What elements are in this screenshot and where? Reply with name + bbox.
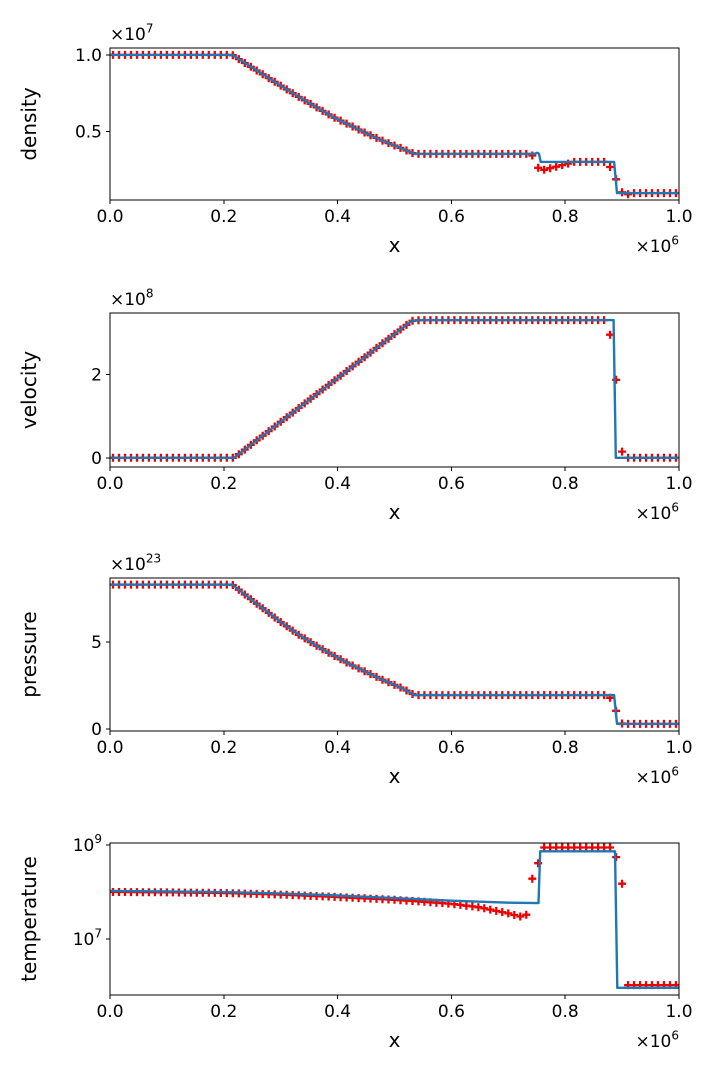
y-offset-label: ×1023 — [110, 551, 161, 575]
y-axis-label: velocity — [17, 351, 41, 429]
x-tick-label: 0.4 — [324, 1002, 351, 1022]
y-tick-label: 1.0 — [75, 46, 102, 66]
y-tick-label: 107 — [73, 926, 102, 950]
y-axis-ticks: 107 109 — [73, 832, 110, 950]
x-axis-label: x — [389, 764, 401, 788]
x-tick-label: 0.6 — [438, 474, 465, 494]
x-tick-label: 0.6 — [438, 1002, 465, 1022]
x-axis-label: x — [389, 500, 401, 524]
x-tick-label: 1.0 — [665, 738, 692, 758]
x-axis-ticks: 0.0 0.2 0.4 0.6 0.8 1.0 — [96, 467, 693, 494]
axes-frame — [109, 842, 680, 996]
x-axis-label: x — [389, 1028, 401, 1052]
x-tick-label: 0.8 — [552, 1002, 579, 1022]
x-tick-label: 0.6 — [438, 738, 465, 758]
x-tick-label: 0.0 — [96, 474, 123, 494]
x-tick-label: 0.8 — [552, 207, 579, 227]
x-offset-label: ×106 — [635, 764, 679, 788]
analytic-solution-line — [110, 53, 679, 195]
x-tick-label: 0.4 — [324, 207, 351, 227]
x-tick-label: 0.8 — [552, 474, 579, 494]
y-axis-label: density — [17, 87, 41, 160]
x-axis-ticks: 0.0 0.2 0.4 0.6 0.8 1.0 — [96, 995, 693, 1022]
x-tick-label: 0.2 — [210, 1002, 237, 1022]
x-tick-label: 0.4 — [324, 474, 351, 494]
temperature-subplot: 0.0 0.2 0.4 0.6 0.8 1.0 107 109 x temperature ×106 — [17, 832, 693, 1052]
y-axis-ticks: 02 — [91, 365, 110, 469]
simulation-data-markers — [110, 50, 679, 199]
y-tick-label: 0 — [91, 449, 102, 469]
x-tick-label: 0.0 — [96, 1002, 123, 1022]
analytic-solution-line — [110, 850, 679, 989]
axes-frame — [109, 577, 680, 732]
x-tick-label: 1.0 — [665, 207, 692, 227]
x-tick-label: 0.0 — [96, 207, 123, 227]
x-tick-label: 0.2 — [210, 474, 237, 494]
simulation-data-markers — [110, 580, 679, 728]
x-tick-label: 0.8 — [552, 738, 579, 758]
axes-frame — [109, 47, 680, 201]
x-axis-ticks: 0.0 0.2 0.4 0.6 0.8 1.0 — [96, 731, 693, 758]
x-tick-label: 0.2 — [210, 738, 237, 758]
simulation-data-markers — [110, 843, 679, 990]
x-offset-label: ×106 — [635, 500, 679, 524]
y-tick-label: 2 — [91, 365, 102, 385]
y-offset-label: ×108 — [110, 286, 154, 310]
x-tick-label: 1.0 — [665, 474, 692, 494]
axes-frame — [109, 312, 680, 468]
y-tick-label: 0.5 — [75, 123, 102, 143]
y-tick-label: 109 — [73, 832, 102, 856]
analytic-solution-line — [110, 318, 679, 459]
x-axis-label: x — [389, 233, 401, 257]
x-tick-label: 0.4 — [324, 738, 351, 758]
x-tick-label: 0.0 — [96, 738, 123, 758]
y-tick-label: 5 — [91, 633, 102, 653]
y-axis-ticks: 05 — [91, 633, 110, 740]
y-tick-label: 0 — [91, 720, 102, 740]
density-subplot: 0.0 0.2 0.4 0.6 0.8 1.0 0.5 1.0 x density ×106 ×107 — [17, 21, 693, 257]
x-offset-label: ×106 — [635, 1028, 679, 1052]
x-tick-label: 1.0 — [665, 1002, 692, 1022]
y-offset-label: ×107 — [110, 21, 154, 45]
analytic-solution-line — [110, 583, 679, 726]
x-axis-ticks: 0.0 0.2 0.4 0.6 0.8 1.0 — [96, 200, 693, 227]
x-tick-label: 0.2 — [210, 207, 237, 227]
simulation-data-markers — [110, 316, 679, 462]
y-axis-label: temperature — [17, 856, 41, 982]
y-axis-ticks: 0.5 1.0 — [75, 46, 110, 143]
y-axis-label: pressure — [17, 611, 41, 697]
x-offset-label: ×106 — [635, 233, 679, 257]
x-tick-label: 0.6 — [438, 207, 465, 227]
